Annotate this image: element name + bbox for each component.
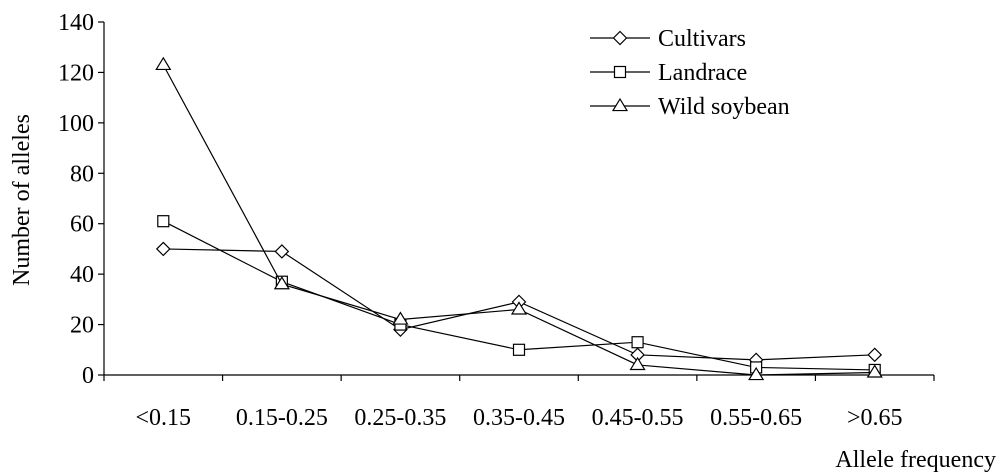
series-layer [155, 56, 883, 381]
data-point-wild-soybean [273, 276, 290, 290]
data-point-cultivars [867, 347, 883, 363]
data-point-wild-soybean [866, 364, 883, 378]
legend-label: Cultivars [658, 26, 746, 52]
data-point-landrace [631, 336, 644, 349]
y-tick-label: 0 [82, 363, 94, 389]
y-tick-label: 80 [70, 161, 94, 187]
data-point-wild-soybean [510, 301, 528, 315]
legend-marker-diamond [612, 30, 628, 46]
legend-label: Landrace [658, 60, 747, 86]
x-axis-title: Allele frequency [835, 447, 996, 473]
x-tick-label: >0.65 [847, 405, 903, 431]
y-tick-label: 40 [70, 262, 94, 288]
x-ticks: <0.15 0.15-0.25 0.25-0.35 0.35-0.45 0.45-0.5… [103, 375, 935, 431]
legend-item-cultivars: Cultivars [590, 26, 746, 52]
data-point-landrace [157, 215, 170, 228]
data-point-cultivars [274, 244, 290, 259]
series-wild-soybean [155, 56, 883, 381]
data-point-landrace [512, 343, 526, 356]
x-tick-label: 0.55-0.65 [710, 405, 802, 431]
y-tick-label: 100 [58, 111, 94, 137]
y-tick-label: 60 [70, 212, 94, 238]
legend-marker-triangle [611, 97, 629, 112]
legend-marker-square [613, 65, 627, 79]
y-ticks: 0 20 40 60 80 100 120 140 [58, 10, 104, 389]
axes [103, 22, 934, 376]
x-tick-label: 0.15-0.25 [236, 405, 328, 431]
x-tick-label: 0.35-0.45 [473, 405, 565, 431]
y-tick-label: 20 [70, 313, 94, 339]
data-point-wild-soybean [392, 311, 409, 325]
y-tick-label: 120 [58, 60, 94, 86]
legend-item-wild-soybean: Wild soybean [590, 94, 790, 120]
data-point-wild-soybean [748, 366, 765, 381]
data-point-wild-soybean [155, 56, 172, 71]
x-tick-label: <0.15 [136, 405, 192, 431]
x-tick-label: 0.45-0.55 [592, 405, 684, 431]
y-tick-label: 140 [58, 10, 94, 36]
legend: Cultivars Landrace Wild soybean [590, 26, 790, 120]
y-axis-title: Number of alleles [9, 114, 35, 286]
x-tick-label: 0.25-0.35 [354, 405, 446, 431]
legend-label: Wild soybean [658, 94, 790, 120]
data-point-wild-soybean [629, 356, 646, 371]
data-point-cultivars [155, 241, 171, 257]
legend-item-landrace: Landrace [590, 60, 747, 86]
